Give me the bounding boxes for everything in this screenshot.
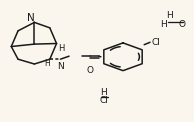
Text: O: O [179,20,186,29]
Text: Cl: Cl [152,38,161,47]
Text: N: N [58,62,64,71]
Text: H: H [45,59,50,68]
Text: O: O [87,66,94,75]
Text: H: H [166,11,173,20]
Text: H: H [161,20,167,29]
Text: Cl: Cl [99,96,108,105]
Text: N: N [27,13,34,23]
Text: H: H [58,44,64,53]
Text: H: H [100,88,107,97]
